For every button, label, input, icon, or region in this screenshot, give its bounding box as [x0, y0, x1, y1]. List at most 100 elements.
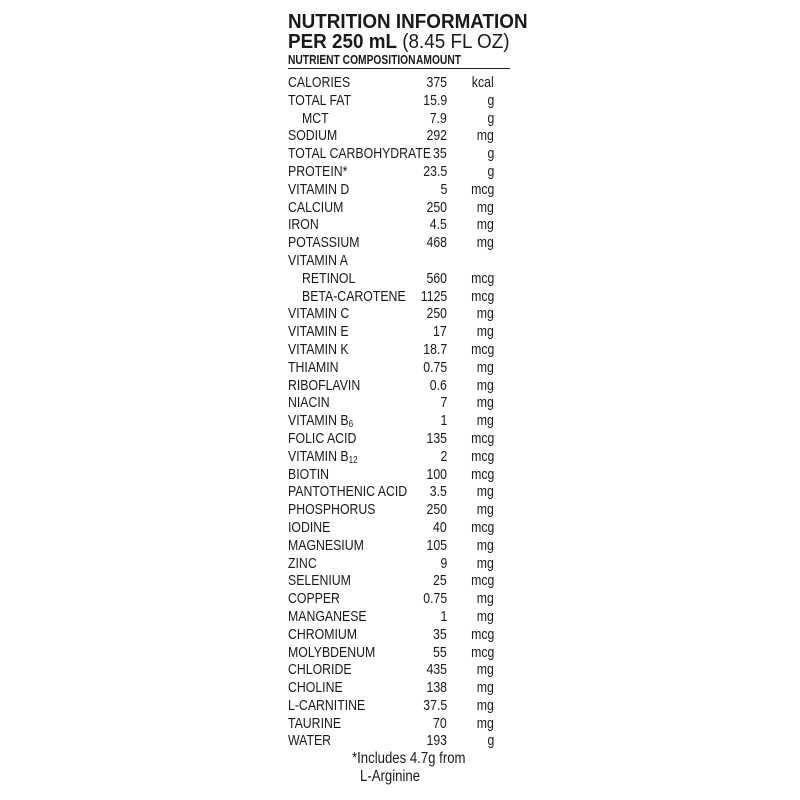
amount-cell: 17	[430, 323, 447, 341]
amount-value: 105	[426, 536, 447, 554]
amount-value: 250	[426, 198, 447, 216]
serving-text: PER 250 mL (8.45 FL OZ)	[288, 31, 510, 52]
nutrient-name: TOTAL FAT	[288, 91, 352, 109]
amount-cell: 292	[422, 127, 447, 145]
amount-unit: mg	[476, 536, 494, 554]
unit-cell: mcg	[466, 572, 494, 590]
nutrient-row: WATER 193 g	[288, 732, 510, 750]
nutrient-table: CALORIES 375 kcal TOTAL FAT 15.9 g MCT 7.9 g SODI…	[288, 74, 510, 750]
amount-unit: g	[487, 732, 494, 750]
nutrient-name-cell: CALCIUM	[288, 199, 356, 217]
nutrient-name-cell: NIACIN	[288, 394, 339, 412]
nutrient-name: RIBOFLAVIN	[288, 376, 361, 394]
amount-value: 560	[426, 269, 447, 287]
nutrient-row: PHOSPHORUS 250 mg	[288, 501, 510, 519]
amount-unit: mg	[476, 216, 494, 234]
nutrient-row: FOLIC ACID 135 mcg	[288, 430, 510, 448]
amount-unit: g	[487, 162, 494, 180]
nutrient-name: COPPER	[288, 590, 340, 608]
amount-cell: 2	[439, 448, 447, 466]
nutrient-name-cell: VITAMIN B6	[288, 412, 367, 434]
amount-unit: g	[487, 109, 494, 127]
unit-cell: mcg	[466, 644, 494, 662]
amount-value: 375	[426, 74, 447, 91]
unit-cell: mg	[473, 501, 494, 519]
amount-unit: mg	[476, 501, 494, 519]
unit-cell: mg	[473, 590, 494, 608]
nutrient-name-cell: PROTEIN*	[288, 163, 361, 181]
unit-cell: mg	[473, 377, 494, 395]
serving-size: PER 250 mL (8.45 FL OZ)	[288, 31, 510, 52]
amount-value: 70	[433, 714, 447, 732]
unit-cell: mg	[473, 697, 494, 715]
unit-cell: mcg	[466, 288, 494, 306]
amount-cell: 23.5	[418, 163, 447, 181]
amount-value: 250	[426, 501, 447, 519]
unit-cell: mcg	[466, 466, 494, 484]
amount-value: 468	[426, 234, 447, 252]
unit-cell: g	[486, 145, 494, 163]
amount-unit: mg	[476, 554, 494, 572]
nutrient-name-cell: WATER	[288, 732, 341, 750]
nutrient-name: PHOSPHORUS	[288, 501, 376, 519]
nutrient-row: CHOLINE 138 mg	[288, 679, 510, 697]
amount-value: 250	[426, 305, 447, 323]
nutrient-row: IRON 4.5 mg	[288, 216, 510, 234]
nutrient-name-cell: CHROMIUM	[288, 626, 372, 644]
nutrient-name-cell: VITAMIN K	[288, 341, 362, 359]
amount-cell: 560	[422, 270, 447, 288]
amount-unit: g	[487, 145, 494, 163]
amount-value: 7	[440, 394, 447, 412]
unit-cell: mg	[473, 661, 494, 679]
unit-cell: mcg	[466, 181, 494, 199]
amount-cell: 7	[439, 394, 447, 412]
footnote-line-2: L-Arginine	[360, 768, 421, 785]
nutrient-name: VITAMIN K	[288, 340, 349, 358]
amount-cell: 25	[430, 572, 447, 590]
nutrient-name-cell: IODINE	[288, 519, 340, 537]
amount-unit: mcg	[470, 429, 494, 447]
amount-cell: 70	[430, 715, 447, 733]
nutrient-name-cell: COPPER	[288, 590, 351, 608]
amount-cell: 1	[439, 412, 447, 430]
amount-cell: 18.7	[418, 341, 447, 359]
amount-value: 292	[426, 127, 447, 145]
nutrient-row: IODINE 40 mcg	[288, 519, 510, 537]
amount-cell: 250	[422, 501, 447, 519]
nutrient-name-cell: VITAMIN B12	[288, 448, 373, 470]
nutrient-row: VITAMIN A	[288, 252, 510, 270]
amount-unit: mg	[476, 323, 494, 341]
amount-value: 138	[426, 679, 447, 697]
nutrient-name: CALCIUM	[288, 198, 344, 216]
nutrient-row: CALCIUM 250 mg	[288, 199, 510, 217]
amount-unit: mg	[476, 394, 494, 412]
nutrient-name-cell: THIAMIN	[288, 359, 350, 377]
nutrient-name: BETA-CAROTENE	[302, 287, 406, 305]
unit-cell: g	[486, 163, 494, 181]
unit-cell: mcg	[466, 519, 494, 537]
amount-unit: mcg	[470, 269, 494, 287]
amount-unit: mg	[476, 127, 494, 145]
amount-unit: mcg	[470, 287, 494, 305]
nutrient-name-cell: SELENIUM	[288, 572, 365, 590]
amount-unit: mcg	[470, 340, 494, 358]
nutrient-row: VITAMIN K 18.7 mcg	[288, 341, 510, 359]
nutrient-name: IRON	[288, 216, 319, 234]
nutrient-name-cell: RETINOL	[302, 270, 367, 288]
nutrient-name: CALORIES	[288, 74, 351, 91]
nutrient-name-cell: VITAMIN C	[288, 305, 363, 323]
nutrient-name: WATER	[288, 732, 332, 750]
unit-cell: mg	[473, 555, 494, 573]
nutrient-name-cell: CALORIES	[288, 74, 364, 92]
nutrient-name: TOTAL CARBOHYDRATE	[288, 145, 432, 163]
amount-cell: 468	[422, 234, 447, 252]
unit-cell: mg	[473, 216, 494, 234]
amount-cell: 37.5	[418, 697, 447, 715]
amount-value: 1125	[420, 287, 447, 305]
nutrient-name-wrap: VITAMIN B6	[288, 412, 353, 434]
nutrient-name-cell: PANTOTHENIC ACID	[288, 483, 433, 501]
nutrient-name-cell: VITAMIN D	[288, 181, 363, 199]
nutrient-row: POTASSIUM 468 mg	[288, 234, 510, 252]
unit-cell: mg	[473, 305, 494, 323]
amount-unit: mg	[476, 607, 494, 625]
